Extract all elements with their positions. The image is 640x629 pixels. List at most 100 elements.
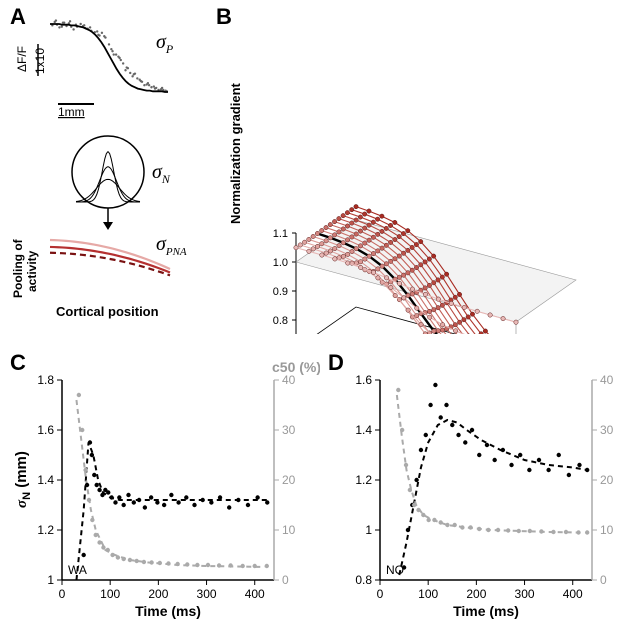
panel-b-marker [432,281,436,285]
data-point-gray [206,563,210,567]
panel-b-marker [466,315,470,319]
xtick: 100 [100,587,120,601]
data-point-gray [185,562,189,566]
panel-b-marker [427,309,431,313]
panel-a-scatter-point [54,21,56,23]
panel-b-marker [315,231,319,235]
panel-a-scatter-point [150,86,152,88]
panel-a-scatter-point [129,72,131,74]
panel-b-marker [415,306,419,310]
panel-c: 010020030040011.21.41.61.8010203040Time … [8,358,320,626]
data-point-black [113,500,117,504]
xtick: 300 [197,587,217,601]
panel-b-marker [410,292,414,296]
data-point-black [577,463,581,467]
panel-b-marker [367,254,371,258]
panel-b-marker [475,309,479,313]
panel-b-marker [376,276,380,280]
panel-b-marker [419,263,423,267]
panel-b-marker [440,303,444,307]
data-point-gray [460,525,464,529]
ytick-right: 20 [600,473,614,487]
data-point-black [585,468,589,472]
panel-b-marker [401,273,405,277]
data-point-black [117,495,121,499]
panel-b-marker [406,228,410,232]
panel-b-marker [320,228,324,232]
data-point-black [501,448,505,452]
panel-b-marker [401,251,405,255]
panel-b-marker [358,260,362,264]
data-point-gray [400,428,404,432]
data-point-gray [585,530,589,534]
panel-a-scatter-point [96,30,98,32]
panel-a-scatter-point [120,59,122,61]
panel-b-marker [367,223,371,227]
panel-b-marker [388,240,392,244]
data-point-black [97,488,101,492]
data-point-black [406,528,410,532]
data-point-gray [240,564,244,568]
data-point-black [143,505,147,509]
data-point-gray [432,518,436,522]
panel-a-scatter-point [110,48,112,50]
panel-b-marker [341,241,345,245]
panel-b-marker [388,223,392,227]
panel-b-marker [414,242,418,246]
panel-b-marker [453,329,457,333]
panel-b-marker [320,242,324,246]
panel-b-marker [380,246,384,250]
panel-b-marker [393,220,397,224]
xlabel: Time (ms) [453,603,519,619]
data-point-gray [149,560,153,564]
panel-b-marker [431,254,435,258]
panel-b-marker [307,237,311,241]
panel-b-marker [298,243,302,247]
panel-b-marker [320,253,324,257]
panel-b-marker [294,245,298,249]
panel-b-marker [406,293,410,297]
panel-a-scatter-point [103,35,105,37]
data-point-black [155,500,159,504]
ytick-left: 1.2 [37,523,54,537]
panel-a-gaussian [76,179,140,201]
data-point-gray [90,518,94,522]
sigma-pna-label: σPNA [156,233,187,258]
data-point-black [94,483,98,487]
ytick-right: 30 [282,423,296,437]
panel-c-svg: 010020030040011.21.41.61.8010203040Time … [8,358,320,626]
panel-b-svg: 0.70.80.91.01.1012345050100150200250300N… [216,4,636,334]
data-point-gray [166,561,170,565]
panel-a-pooling-ylabel1: Pooling of [11,238,25,298]
panel-b-marker [315,244,319,248]
panel-b-marker [345,252,349,256]
panel-b-marker [363,226,367,230]
data-point-black [492,458,496,462]
panel-b-marker [423,332,427,334]
data-point-black [414,478,418,482]
panel-a-ylabel: ΔF/F [15,46,29,72]
data-point-gray [265,564,269,568]
panel-b-marker [423,260,427,264]
panel-b-marker [367,209,371,213]
panel-a-scatter-point [131,75,133,77]
corner-label: WA [68,563,87,577]
panel-b-marker [371,235,375,239]
data-point-black [477,453,481,457]
data-point-gray [142,560,146,564]
panel-b-marker [371,220,375,224]
data-point-gray [175,562,179,566]
panel-b-marker [350,249,354,253]
panel-a-scatter-point [127,67,129,69]
panel-b-ztick: 0.8 [273,315,288,327]
panel-b-marker [341,213,345,217]
data-point-gray [477,527,481,531]
ytick-left: 1.6 [37,423,54,437]
data-point-gray [445,523,449,527]
arrow-head-icon [103,222,113,230]
panel-b-marker [453,323,457,327]
data-point-gray [426,518,430,522]
data-point-black [169,493,173,497]
ytick-left: 1.6 [355,373,372,387]
panel-b-marker [358,244,362,248]
